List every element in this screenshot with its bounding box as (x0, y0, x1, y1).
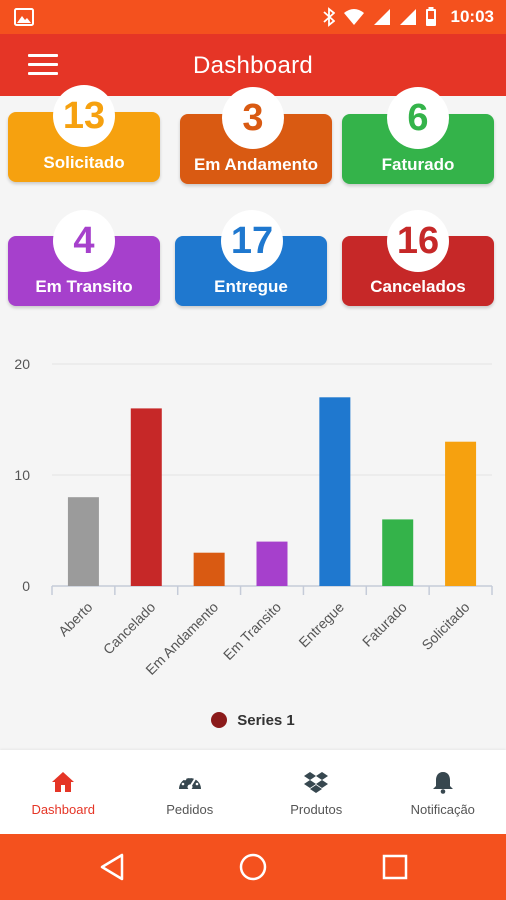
card-count-badge: 3 (222, 87, 284, 149)
nav-pedidos[interactable]: Pedidos (127, 750, 254, 834)
card-label: Faturado (381, 155, 455, 174)
bar (256, 541, 288, 586)
bell-icon (432, 772, 453, 794)
card-label: Em Transito (35, 277, 133, 296)
back-icon[interactable] (98, 852, 128, 882)
nav-label: Dashboard (31, 802, 96, 817)
card-label: Cancelados (370, 277, 466, 296)
nav-label: Produtos (290, 802, 343, 817)
bar (445, 441, 477, 586)
card-label: Em Andamento (193, 155, 319, 174)
x-tick-label: Aberto (55, 599, 96, 640)
bar (193, 552, 225, 586)
page-title: Dashboard (192, 52, 314, 79)
bottom-nav: Dashboard Pedidos Produtos Notificação (0, 750, 506, 834)
bluetooth-icon (322, 7, 335, 27)
dropbox-icon (304, 772, 329, 793)
y-tick-label: 0 (22, 578, 30, 594)
nav-produtos[interactable]: Produtos (253, 750, 380, 834)
x-tick-label: Entregue (295, 599, 347, 651)
system-nav-bar (0, 834, 506, 900)
y-tick-label: 10 (14, 467, 30, 483)
nav-notificacao[interactable]: Notificação (380, 750, 506, 834)
home-icon (52, 772, 75, 792)
status-time: 10:03 (450, 7, 494, 26)
bar (130, 408, 162, 586)
nav-dashboard[interactable]: Dashboard (0, 750, 127, 834)
x-tick-label: Em Transito (220, 599, 284, 663)
hamburger-menu-icon[interactable] (28, 54, 58, 76)
recents-icon[interactable] (380, 852, 410, 882)
card-count-badge: 17 (221, 210, 283, 272)
chart-legend: Series 1 (0, 708, 506, 732)
wifi-icon (343, 9, 364, 25)
status-icons: 10:03 (322, 0, 494, 34)
bar (382, 519, 414, 586)
nav-label: Notificação (410, 802, 475, 817)
x-tick-label: Faturado (359, 599, 410, 650)
nav-label: Pedidos (166, 802, 214, 817)
status-bar: 10:03 (0, 0, 506, 34)
card-label: Entregue (214, 277, 288, 296)
signal-icon (399, 9, 416, 25)
speedometer-icon (178, 775, 201, 790)
card-count-badge: 4 (53, 210, 115, 272)
bar (67, 497, 99, 586)
image-icon (14, 8, 34, 26)
legend-dot (211, 712, 228, 728)
card-count-badge: 6 (387, 87, 449, 149)
home-circle-icon[interactable] (238, 852, 268, 882)
y-tick-label: 20 (14, 356, 30, 372)
battery-icon (425, 7, 436, 26)
card-label: Solicitado (43, 153, 125, 172)
card-count-badge: 13 (53, 85, 115, 147)
x-tick-label: Solicitado (418, 599, 472, 653)
legend-label: Series 1 (237, 711, 295, 729)
bar (319, 397, 351, 586)
signal-icon (373, 9, 390, 25)
x-tick-label: Cancelado (100, 599, 159, 658)
card-count-badge: 16 (387, 210, 449, 272)
